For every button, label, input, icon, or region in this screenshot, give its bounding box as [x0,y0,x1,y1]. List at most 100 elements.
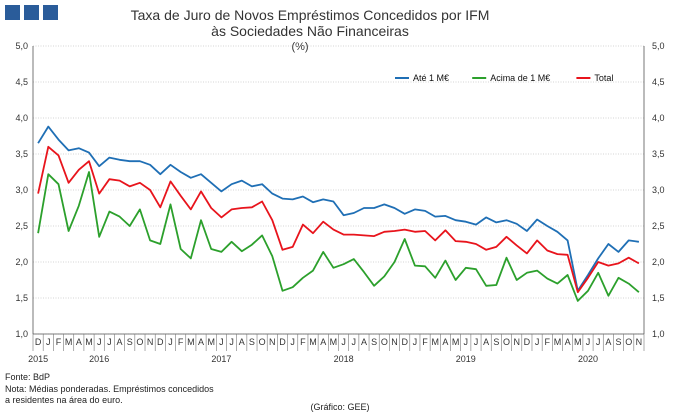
x-tick-label: S [371,337,377,347]
x-tick-label: O [381,337,388,347]
x-tick-label: M [309,337,317,347]
x-tick-label: O [259,337,266,347]
x-tick-label: J [474,337,479,347]
x-tick-label: M [452,337,460,347]
x-tick-label: N [636,337,643,347]
source-note: Fonte: BdP [5,372,51,382]
x-tick-label: J [97,337,102,347]
x-tick-label: A [442,337,448,347]
series-line [37,125,640,292]
year-label: 2015 [28,354,48,364]
x-tick-label: D [279,337,286,347]
x-tick-label: J [229,337,234,347]
y-tick-label-right: 4,0 [652,113,665,123]
x-tick-label: A [361,337,367,347]
y-tick-label-left: 1,5 [15,293,28,303]
y-tick-label-right: 1,5 [652,293,665,303]
x-tick-label: M [187,337,195,347]
x-tick-label: F [56,337,62,347]
x-tick-label: J [290,337,295,347]
x-tick-label: F [300,337,306,347]
x-tick-label: J [46,337,51,347]
x-tick-label: J [341,337,346,347]
chart-title-line1: Taxa de Juro de Novos Empréstimos Conced… [131,7,490,23]
year-label: 2017 [211,354,231,364]
x-tick-label: D [524,337,531,347]
x-tick-label: F [422,337,428,347]
chart-title-line2: às Sociedades Não Financeiras [211,23,409,39]
chart-subtitle: (%) [291,41,308,53]
y-tick-label-right: 3,0 [652,185,665,195]
x-tick-label: M [431,337,439,347]
x-tick-label: N [147,337,154,347]
x-tick-label: S [127,337,133,347]
x-tick-label: J [107,337,112,347]
logo-square [24,5,39,20]
y-tick-label-right: 3,5 [652,149,665,159]
x-tick-label: D [35,337,42,347]
x-tick-label: D [401,337,408,347]
x-tick-label: F [178,337,184,347]
x-tick-label: M [574,337,582,347]
y-tick-label-right: 4,5 [652,77,665,87]
x-tick-label: O [503,337,510,347]
year-label: 2020 [578,354,598,364]
year-label: 2016 [89,354,109,364]
logo-square [5,5,20,20]
x-tick-label: J [352,337,357,347]
x-tick-label: N [513,337,520,347]
y-tick-label-left: 3,0 [15,185,28,195]
x-tick-label: J [168,337,173,347]
footnote-line1: Nota: Médias ponderadas. Empréstimos con… [5,384,214,394]
x-tick-label: O [136,337,143,347]
x-tick-label: D [157,337,164,347]
y-tick-label-right: 2,5 [652,221,665,231]
y-tick-label-left: 4,5 [15,77,28,87]
y-tick-label-right: 2,0 [652,257,665,267]
x-tick-label: S [249,337,255,347]
x-tick-label: J [586,337,591,347]
x-tick-label: A [320,337,326,347]
x-tick-label: N [269,337,276,347]
x-tick-label: J [219,337,224,347]
x-tick-label: A [198,337,204,347]
x-tick-label: J [535,337,540,347]
legend-label: Total [594,73,613,83]
year-label: 2018 [334,354,354,364]
logo-square [43,5,58,20]
x-tick-label: J [596,337,601,347]
y-tick-label-left: 5,0 [15,41,28,51]
legend-label: Acima de 1 M€ [490,73,550,83]
line-chart: Taxa de Juro de Novos Empréstimos Conced… [15,7,665,364]
x-tick-label: M [85,337,93,347]
footnote-line2: a residentes na área do euro. [5,395,123,405]
chart-credit: (Gráfico: GEE) [310,402,370,412]
y-tick-label-left: 2,5 [15,221,28,231]
x-tick-label: F [545,337,551,347]
x-tick-label: O [625,337,632,347]
legend-label: Até 1 M€ [413,73,449,83]
series-line [37,145,640,294]
x-tick-label: A [239,337,245,347]
x-tick-label: S [493,337,499,347]
x-tick-label: A [483,337,489,347]
y-tick-label-left: 1,0 [15,329,28,339]
y-tick-label-left: 4,0 [15,113,28,123]
x-tick-label: M [330,337,338,347]
y-tick-label-right: 1,0 [652,329,665,339]
y-tick-label-left: 2,0 [15,257,28,267]
x-tick-label: M [554,337,562,347]
x-tick-label: M [207,337,215,347]
x-tick-label: S [616,337,622,347]
x-tick-label: A [565,337,571,347]
year-label: 2019 [456,354,476,364]
x-tick-label: A [76,337,82,347]
series-line [37,171,640,302]
x-tick-label: M [65,337,73,347]
y-tick-label-left: 3,5 [15,149,28,159]
x-tick-label: A [117,337,123,347]
x-tick-label: J [464,337,469,347]
x-tick-label: J [413,337,418,347]
y-tick-label-right: 5,0 [652,41,665,51]
x-tick-label: N [391,337,398,347]
